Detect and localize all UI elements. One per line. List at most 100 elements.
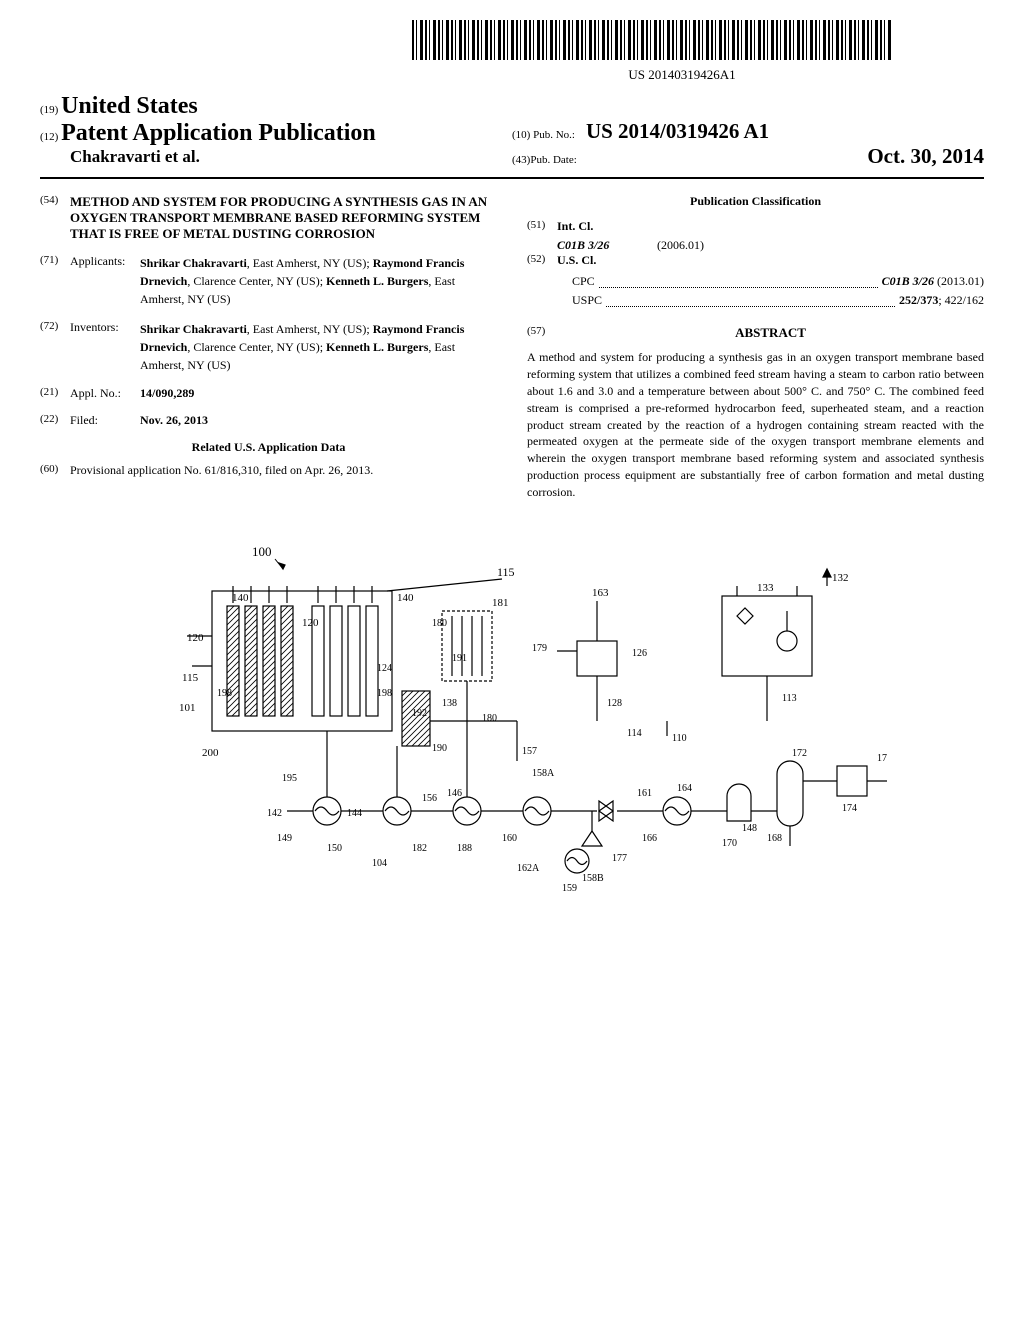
inventors-code: (72) (40, 320, 70, 374)
svg-text:198: 198 (377, 688, 392, 699)
cpc-value: C01B 3/26 (882, 274, 934, 288)
inventors-names: Shrikar Chakravarti, East Amherst, NY (U… (140, 320, 497, 374)
svg-text:114: 114 (627, 728, 642, 739)
svg-text:170: 170 (722, 838, 737, 849)
svg-text:126: 126 (632, 648, 647, 659)
svg-text:160: 160 (502, 833, 517, 844)
svg-text:144: 144 (347, 808, 362, 819)
abstract-text: A method and system for producing a synt… (527, 349, 984, 500)
svg-text:120: 120 (302, 617, 319, 629)
uspc-extra: ; 422/162 (938, 293, 984, 307)
svg-text:195: 195 (282, 773, 297, 784)
provisional-text: Provisional application No. 61/816,310, … (70, 463, 497, 478)
svg-text:182: 182 (412, 843, 427, 854)
pub-type: Patent Application Publication (61, 120, 376, 146)
svg-text:180: 180 (432, 618, 447, 629)
svg-text:191: 191 (452, 653, 467, 664)
svg-text:124: 124 (377, 663, 392, 674)
us-cl-code: (52) (527, 253, 557, 268)
header-left: (19) United States (12) Patent Applicati… (40, 93, 512, 169)
svg-text:157: 157 (522, 746, 537, 757)
related-heading: Related U.S. Application Data (40, 440, 497, 455)
svg-text:177: 177 (612, 853, 627, 864)
pub-date-code: (43) (512, 154, 530, 166)
svg-text:158B: 158B (582, 873, 604, 884)
filed-label: Filed: (70, 413, 140, 428)
svg-text:198: 198 (217, 688, 232, 699)
barcode-text: US 20140319426A1 (380, 67, 984, 83)
svg-text:180: 180 (482, 713, 497, 724)
dots-line (599, 272, 878, 288)
right-column: Publication Classification (51) Int. Cl.… (527, 194, 984, 501)
pub-type-code: (12) (40, 131, 58, 143)
applicants-label: Applicants: (70, 254, 140, 308)
left-column: (54) METHOD AND SYSTEM FOR PRODUCING A S… (40, 194, 497, 501)
appl-no: 14/090,289 (140, 386, 194, 400)
authors-line: Chakravarti et al. (70, 147, 512, 167)
patent-title: METHOD AND SYSTEM FOR PRODUCING A SYNTHE… (70, 194, 497, 242)
svg-text:133: 133 (757, 582, 774, 594)
svg-text:168: 168 (767, 833, 782, 844)
svg-text:132: 132 (832, 572, 849, 584)
pub-no-code: (10) (512, 129, 530, 141)
applicants-names: Shrikar Chakravarti, East Amherst, NY (U… (140, 254, 497, 308)
uspc-label: USPC (572, 291, 602, 310)
figure-container: 100 115 (40, 541, 984, 926)
svg-text:164: 164 (677, 783, 692, 794)
svg-text:161: 161 (637, 788, 652, 799)
svg-text:190: 190 (432, 743, 447, 754)
applicants-code: (71) (40, 254, 70, 308)
svg-text:174: 174 (842, 803, 857, 814)
svg-text:115: 115 (182, 672, 199, 684)
svg-text:172: 172 (792, 748, 807, 759)
int-cl-code: (51) (527, 219, 557, 234)
svg-text:110: 110 (672, 733, 687, 744)
appl-no-code: (21) (40, 386, 70, 401)
us-cl-label: U.S. Cl. (557, 253, 596, 268)
svg-text:159: 159 (562, 883, 577, 894)
svg-text:179: 179 (532, 643, 547, 654)
patent-figure: 100 115 (137, 541, 887, 921)
pub-date: Oct. 30, 2014 (867, 144, 984, 169)
svg-text:104: 104 (372, 858, 387, 869)
provisional-code: (60) (40, 463, 70, 478)
int-cl-date: (2006.01) (657, 238, 704, 253)
cpc-date: (2013.01) (937, 274, 984, 288)
svg-text:162A: 162A (517, 863, 540, 874)
svg-text:128: 128 (607, 698, 622, 709)
header-right: (10) Pub. No.: US 2014/0319426 A1 (43) P… (512, 93, 984, 169)
svg-text:166: 166 (642, 833, 657, 844)
title-code: (54) (40, 194, 70, 242)
svg-text:200: 200 (202, 747, 219, 759)
svg-text:115: 115 (497, 565, 515, 579)
appl-no-label: Appl. No.: (70, 386, 140, 401)
svg-text:142: 142 (267, 808, 282, 819)
pub-no: US 2014/0319426 A1 (586, 119, 769, 143)
svg-text:150: 150 (327, 843, 342, 854)
svg-text:113: 113 (782, 693, 797, 704)
pub-date-label: Pub. Date: (530, 154, 576, 166)
inventors-label: Inventors: (70, 320, 140, 374)
svg-text:101: 101 (179, 702, 196, 714)
filed-date: Nov. 26, 2013 (140, 413, 208, 427)
abstract-heading: ABSTRACT (557, 325, 984, 341)
uspc-value: 252/373 (899, 293, 938, 307)
svg-text:120: 120 (187, 632, 204, 644)
svg-text:188: 188 (457, 843, 472, 854)
classification-heading: Publication Classification (527, 194, 984, 209)
svg-text:181: 181 (492, 597, 509, 609)
svg-text:158A: 158A (532, 768, 555, 779)
svg-text:148: 148 (742, 823, 757, 834)
svg-text:176: 176 (877, 753, 887, 764)
svg-text:100: 100 (252, 544, 272, 559)
int-cl-label: Int. Cl. (557, 219, 593, 234)
country-code: (19) (40, 104, 58, 116)
svg-text:140: 140 (397, 592, 414, 604)
dots-line (606, 291, 895, 307)
svg-text:140: 140 (232, 592, 249, 604)
body-content: (54) METHOD AND SYSTEM FOR PRODUCING A S… (40, 194, 984, 501)
country-name: United States (61, 93, 198, 119)
int-cl-item: C01B 3/26 (557, 238, 657, 253)
pub-no-label: Pub. No.: (533, 129, 575, 141)
svg-text:192: 192 (412, 708, 427, 719)
